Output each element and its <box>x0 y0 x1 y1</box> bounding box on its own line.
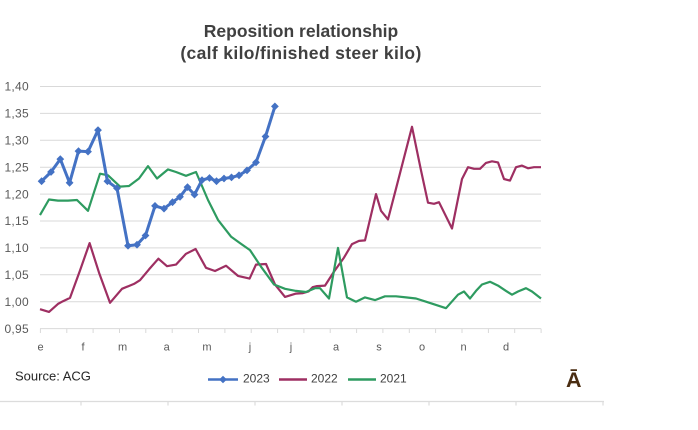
svg-text:d: d <box>503 342 509 354</box>
svg-text:(calf kilo/finished steer kilo: (calf kilo/finished steer kilo) <box>180 43 421 63</box>
svg-text:1,35: 1,35 <box>4 107 29 121</box>
svg-text:1,30: 1,30 <box>4 134 29 148</box>
svg-text:s: s <box>376 342 382 354</box>
svg-text:m: m <box>118 342 127 354</box>
svg-text:Ā: Ā <box>566 368 582 392</box>
svg-text:e: e <box>38 342 44 354</box>
svg-text:2021: 2021 <box>380 372 407 386</box>
svg-text:1,15: 1,15 <box>4 214 29 228</box>
svg-text:1,10: 1,10 <box>4 241 29 255</box>
svg-text:2023: 2023 <box>243 372 270 386</box>
svg-text:1,40: 1,40 <box>4 80 29 94</box>
svg-text:2022: 2022 <box>311 372 338 386</box>
svg-text:Reposition relationship: Reposition relationship <box>204 21 398 41</box>
svg-text:Source: ACG: Source: ACG <box>15 369 91 384</box>
svg-text:j: j <box>289 342 292 354</box>
svg-text:0,95: 0,95 <box>4 322 29 336</box>
svg-text:1,00: 1,00 <box>4 295 29 309</box>
svg-text:1,20: 1,20 <box>4 187 29 201</box>
svg-text:f: f <box>81 342 85 354</box>
svg-text:a: a <box>333 342 340 354</box>
svg-text:a: a <box>164 342 171 354</box>
svg-text:m: m <box>202 342 211 354</box>
svg-text:1,25: 1,25 <box>4 160 29 174</box>
svg-text:1,05: 1,05 <box>4 268 29 282</box>
svg-text:j: j <box>248 342 251 354</box>
svg-text:o: o <box>419 342 425 354</box>
svg-text:n: n <box>461 342 467 354</box>
